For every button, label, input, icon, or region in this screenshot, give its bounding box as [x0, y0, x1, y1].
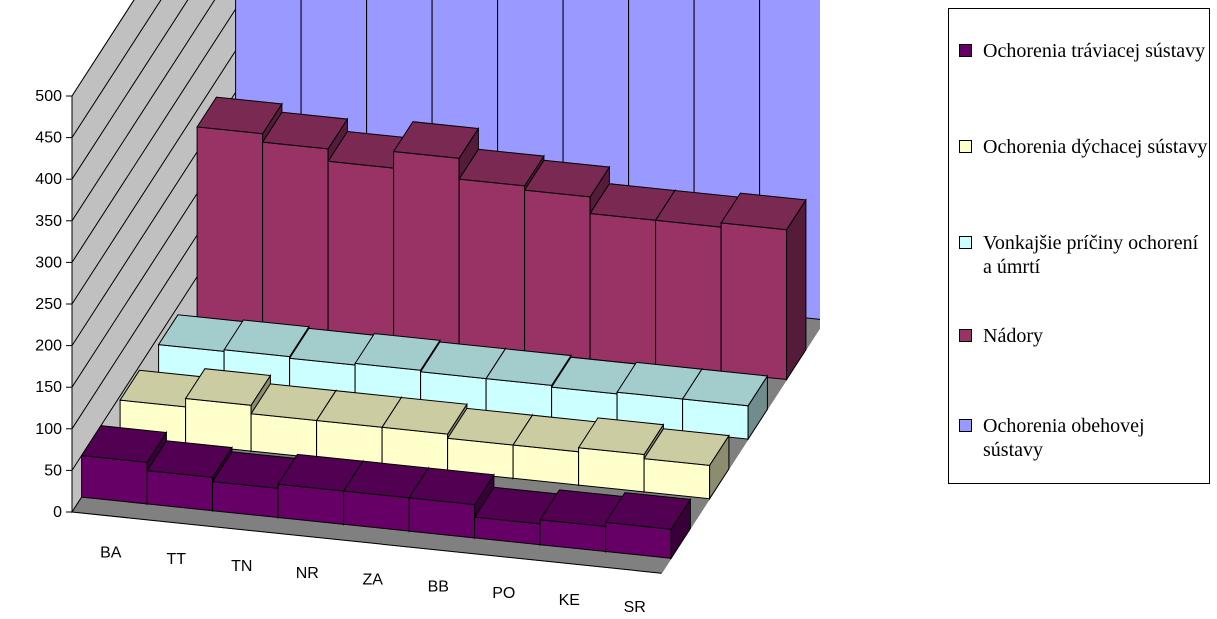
bar [681, 368, 769, 441]
chart-bars [80, 0, 820, 560]
y-tick-label: 300 [35, 254, 62, 271]
x-tick-label: BA [100, 544, 122, 561]
x-axis-line [71, 511, 662, 574]
bar-top [146, 440, 233, 478]
bar-top [80, 425, 168, 463]
y-tick-label: 250 [35, 296, 62, 313]
bar-top [604, 492, 692, 530]
y-tick-label: 0 [53, 504, 62, 521]
bar-top [392, 121, 480, 159]
bar [408, 467, 495, 540]
x-axis-labels: BA TT TN NR ZA BB PO KE SR [100, 544, 646, 615]
bar-top [523, 159, 611, 198]
y-tick-label: 450 [35, 130, 62, 147]
bar-top [184, 368, 272, 406]
y-tick-label: 350 [35, 213, 62, 230]
bar-top [354, 333, 441, 371]
gridline [71, 0, 162, 138]
bar-front [393, 150, 460, 347]
bar [604, 492, 692, 560]
bar-front [185, 397, 252, 452]
bar-front [578, 447, 645, 493]
bar-top [223, 319, 310, 358]
bar-top [408, 467, 495, 506]
legend-swatch [959, 44, 972, 57]
bar [643, 428, 730, 501]
bar-top [681, 368, 769, 407]
chart-area: 0 50 100 150 200 250 300 350 400 450 500 BA TT TN NR Z… [35, 0, 820, 616]
bar-top [196, 96, 283, 135]
legend-swatch [959, 140, 972, 153]
legend-label: Ochorenia tráviacej sústavy [983, 40, 1206, 62]
bar [720, 192, 807, 382]
bar-front [196, 126, 264, 326]
bar-front [524, 189, 591, 360]
bar-top [643, 428, 730, 466]
legend-swatch [959, 329, 972, 342]
legend-swatch [959, 236, 972, 249]
bar-front [250, 413, 318, 459]
y-tick-label: 150 [35, 379, 62, 396]
y-axis: 0 50 100 150 200 250 300 350 400 450 500 [35, 88, 662, 574]
y-tick-label: 500 [35, 88, 62, 105]
bar-top [381, 396, 468, 435]
y-tick-label: 400 [35, 171, 62, 188]
y-tick-label: 50 [44, 462, 62, 479]
bar-front [458, 178, 526, 353]
bar-top [720, 192, 807, 231]
x-tick-label: TN [231, 558, 252, 575]
bar-top [261, 111, 349, 150]
bar-front [589, 212, 657, 367]
legend-label: Ochorenia dýchacej sústavy [983, 136, 1208, 158]
bar-top [458, 148, 545, 187]
x-tick-label: KE [559, 592, 580, 609]
legend-label: Nádory [983, 325, 1043, 347]
y-tick-label: 100 [35, 421, 62, 438]
legend-label: Vonkajšie príčiny ochorení a úmrtí [983, 232, 1199, 278]
bar-top [485, 348, 572, 386]
gridline [71, 0, 189, 180]
bar-side [786, 198, 807, 382]
chart-legend: Ochorenia tráviacej sústavy Ochorenia dý… [948, 8, 1210, 484]
bar [184, 368, 272, 453]
x-tick-label: TT [166, 551, 186, 568]
bar-front [655, 219, 722, 374]
x-tick-label: ZA [363, 572, 384, 589]
legend-swatch [959, 419, 972, 432]
bar-front [262, 141, 329, 333]
x-tick-label: NR [296, 565, 319, 582]
bar-front [720, 222, 788, 381]
x-tick-label: BB [428, 578, 449, 595]
bar-top [577, 417, 665, 456]
bar-front [81, 454, 148, 505]
x-tick-label: PO [492, 585, 515, 602]
bar-front [327, 160, 395, 340]
gridline [71, 0, 216, 222]
legend-label: Ochorenia obehovej sústavy [983, 415, 1145, 461]
y-tick-label: 200 [35, 338, 62, 355]
x-tick-label: SR [624, 599, 646, 616]
